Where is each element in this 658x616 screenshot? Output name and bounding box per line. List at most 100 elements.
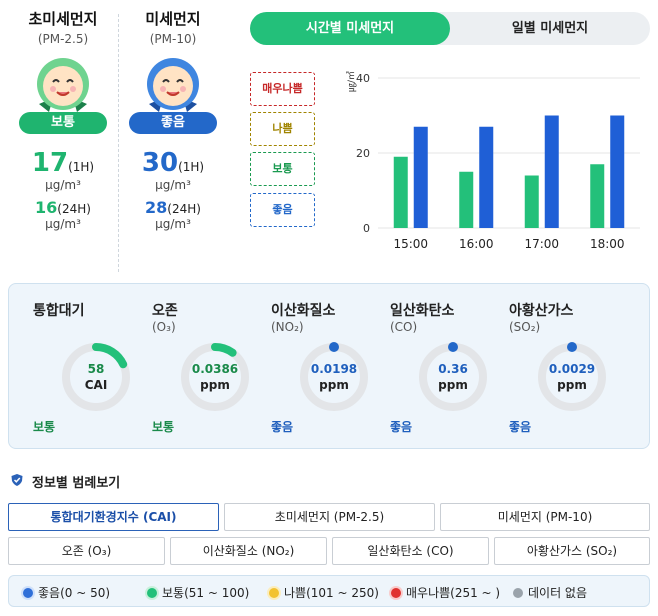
legend-very-bad: 매우나쁨(251 ~ ): [391, 584, 500, 601]
gauge-ring-svg: [62, 343, 130, 411]
normal-dot-icon: [147, 588, 157, 598]
chart-bar-pm25: [393, 156, 408, 228]
shield-check-icon: [11, 474, 23, 486]
level-normal: 보통: [250, 152, 315, 186]
pm10-24h-number: 28: [145, 198, 168, 217]
chart-x-tick-label: 16:00: [459, 237, 494, 251]
gauge-formula: (O₃): [152, 320, 176, 334]
gauge-status: 보통: [152, 420, 175, 434]
panel-divider: [118, 14, 119, 272]
chart-bar-pm25: [590, 164, 605, 228]
legend-bad-label: 나쁨(101 ~ 250): [284, 586, 379, 600]
pm10-title: 미세먼지: [145, 10, 201, 28]
legend-no-data-label: 데이터 없음: [528, 586, 588, 600]
pm25-24h-number: 16: [35, 198, 58, 217]
legend-good-label: 좋음(0 ~ 50): [38, 586, 111, 600]
hourly-dust-chart: ㎍/㎥ 0 20 40 15:00 16:00 17:00 18:00: [346, 71, 640, 251]
gauge-formula: (SO₂): [509, 320, 541, 334]
gauge-status: 좋음: [271, 420, 294, 434]
level-very-bad: 매우나쁨: [250, 72, 315, 106]
pm25-1h-value: 17(1H): [8, 148, 118, 178]
range-legend-bar: 좋음(0 ~ 50) 보통(51 ~ 100) 나쁨(101 ~ 250) 매우…: [8, 575, 650, 607]
gauge-formula: (CO): [390, 320, 418, 334]
level-good: 좋음: [250, 193, 315, 227]
very-bad-dot-icon: [391, 588, 401, 598]
no-data-x-icon: [513, 588, 523, 598]
gauge-track: [181, 343, 249, 411]
gauge-unit: ppm: [319, 378, 349, 392]
legend-option-o3[interactable]: 오존 (O₃): [8, 537, 165, 565]
dust-period-tabs: 시간별 미세먼지 일별 미세먼지: [250, 12, 650, 45]
pm10-1h-value: 30(1H): [118, 148, 228, 178]
gauge-name: 오존: [152, 303, 178, 319]
legend-option-no2[interactable]: 이산화질소 (NO₂): [170, 537, 327, 565]
gauge-status: 좋음: [390, 420, 413, 434]
air-quality-panel: 통합대기 58 CAI 보통 오존 (O₃) 0.0386 ppm 보통 이산화질소 (NO₂) 0.…: [8, 283, 650, 449]
chart-bar-pm10: [544, 115, 559, 228]
chart-bar-pm10: [413, 126, 428, 228]
legend-section-title: 정보별 범례보기: [32, 476, 121, 491]
level-bad: 나쁨: [250, 112, 315, 146]
legend-option-pm10[interactable]: 미세먼지 (PM-10): [440, 503, 650, 531]
gauge-value: 0.36: [438, 362, 468, 376]
gauge-marker-dot: [448, 342, 458, 352]
gauge-marker-dot: [567, 342, 577, 352]
gauge-name: 아황산가스: [509, 303, 574, 319]
gauge-ring-svg: [300, 342, 368, 411]
gauge-status: 좋음: [509, 420, 532, 434]
chart-y-unit: ㎍/㎥: [346, 71, 357, 92]
gauge-fill-arc: [62, 343, 130, 411]
chart-y-tick-label: 40: [356, 72, 370, 85]
pm10-subtitle: (PM-10): [149, 32, 197, 46]
legend-bad: 나쁨(101 ~ 250): [269, 584, 379, 601]
gauge-unit: CAI: [84, 378, 108, 392]
legend-very-bad-label: 매우나쁨(251 ~ ): [406, 586, 501, 600]
gauge-ring-svg: [419, 342, 487, 411]
gauge-ring-svg: [181, 343, 249, 411]
gauge-name: 통합대기: [33, 303, 85, 319]
legend-normal: 보통(51 ~ 100): [147, 584, 249, 601]
chart-x-tick-label: 18:00: [590, 237, 625, 251]
legend-option-co[interactable]: 일산화탄소 (CO): [332, 537, 489, 565]
pm25-1h-number: 17: [31, 148, 69, 178]
chart-y-tick-label: 20: [356, 147, 370, 160]
pm25-1h-label: (1H): [68, 160, 95, 174]
pm25-mascot-icon: [31, 54, 95, 118]
pm10-status-badge: 좋음: [129, 112, 217, 134]
gauge-unit: ppm: [200, 378, 230, 392]
chart-bar-pm25: [459, 171, 474, 228]
pm25-title: 초미세먼지: [28, 10, 98, 28]
good-dot-icon: [23, 588, 33, 598]
pm10-24h-value: 28(24H): [118, 198, 228, 217]
legend-normal-label: 보통(51 ~ 100): [162, 586, 250, 600]
gauge-value: 58: [87, 362, 105, 376]
legend-no-data: 데이터 없음: [513, 584, 587, 601]
gauge-track: [419, 343, 487, 411]
gauge-track: [538, 343, 606, 411]
gauge-unit: ppm: [557, 378, 587, 392]
pm10-1h-unit: μg/m³: [155, 178, 191, 192]
gauge-status: 보통: [33, 420, 56, 434]
chart-x-tick-label: 17:00: [524, 237, 559, 251]
legend-option-pm25[interactable]: 초미세먼지 (PM-2.5): [224, 503, 435, 531]
legend-option-so2[interactable]: 아황산가스 (SO₂): [494, 537, 650, 565]
pm25-panel: 초미세먼지 (PM-2.5) 보통 17(1H) μg/m³ 16(24H) μ…: [8, 8, 118, 231]
pm25-subtitle: (PM-2.5): [37, 32, 89, 46]
chart-bar-pm10: [610, 115, 625, 228]
chart-y-tick-label: 0: [363, 222, 370, 235]
gauge-track: [300, 343, 368, 411]
gauge-ring-svg: [538, 342, 606, 411]
tab-hourly[interactable]: 시간별 미세먼지: [250, 12, 450, 45]
pm10-panel: 미세먼지 (PM-10) 좋음 30(1H) μg/m³ 28(24H) μg/…: [118, 8, 228, 231]
pm25-24h-unit: μg/m³: [45, 217, 81, 231]
pm10-1h-label: (1H): [178, 160, 205, 174]
gauge-ring: 0.0029 ppm: [535, 340, 609, 414]
pm25-24h-label: (24H): [57, 202, 91, 216]
legend-option-cai[interactable]: 통합대기환경지수 (CAI): [8, 503, 219, 531]
tab-daily[interactable]: 일별 미세먼지: [511, 21, 589, 36]
pm25-24h-value: 16(24H): [8, 198, 118, 217]
gauge-ring: 0.36 ppm: [416, 340, 490, 414]
pm10-24h-unit: μg/m³: [155, 217, 191, 231]
gauge-fill-arc: [181, 343, 249, 411]
gauge-unit: ppm: [438, 378, 468, 392]
